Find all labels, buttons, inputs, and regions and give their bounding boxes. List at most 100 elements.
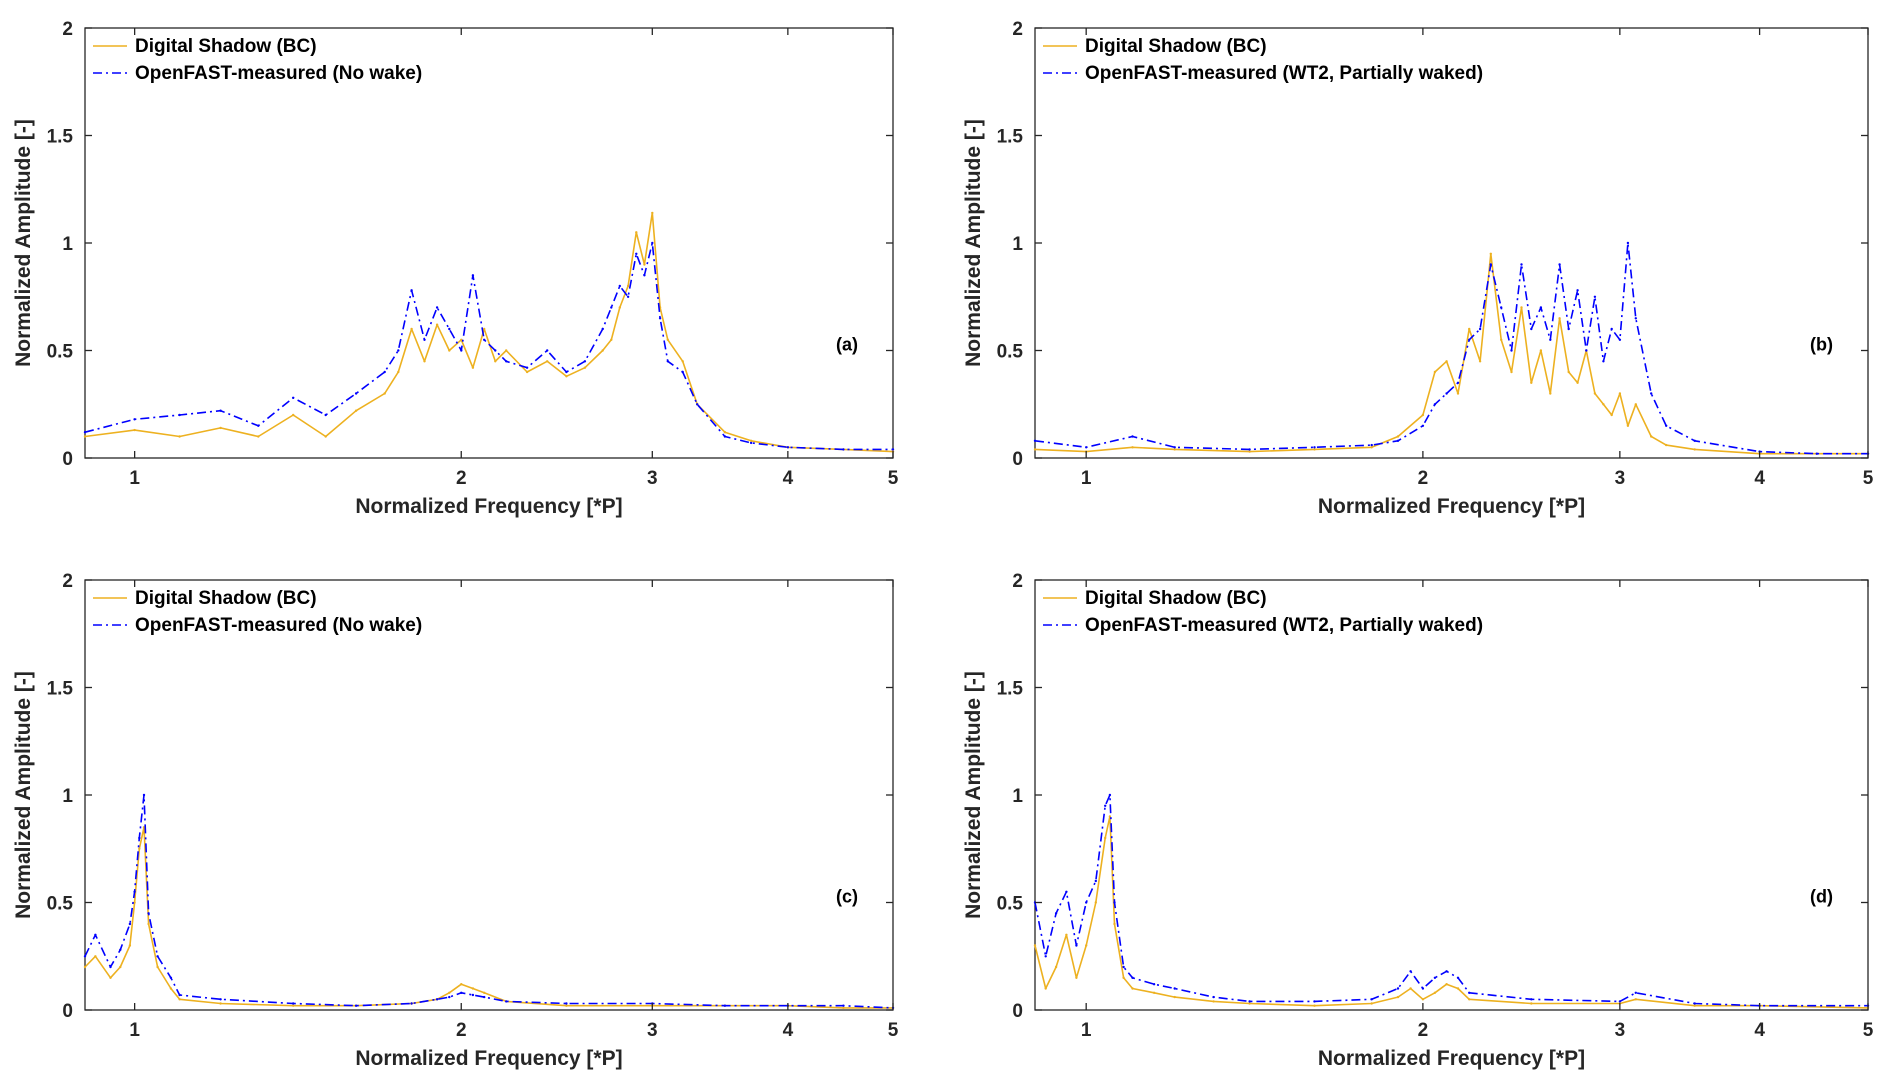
data-point [1104,804,1107,807]
data-point [83,955,87,958]
data-point [651,241,654,245]
data-point [354,392,358,395]
y-tick-label: 0.5 [997,342,1024,363]
data-point [1468,338,1471,341]
series-line-digital-shadow-c [84,826,893,1009]
data-point [324,435,327,438]
legend: Digital Shadow (BC) OpenFAST-measured (No… [93,588,422,636]
data-point [494,360,497,363]
data-point [1421,987,1425,990]
data-point [723,431,727,434]
data-point [666,360,669,363]
data-point [583,360,587,363]
data-point [1396,435,1400,438]
data-point [292,1002,295,1005]
y-tick-label: 0.5 [47,894,74,915]
y-axis-label: Normalized Amplitude [-] [12,119,35,367]
x-tick-label: 4 [783,1020,794,1041]
data-point [1396,995,1400,999]
data-point [1085,944,1088,947]
legend: Digital Shadow (BC) OpenFAST-measured (No… [93,36,422,84]
data-point [601,349,604,352]
data-point [1549,338,1552,341]
data-point [1634,403,1638,406]
data-point [410,1002,413,1005]
x-tick-label: 4 [1754,1020,1765,1041]
data-point [460,983,463,986]
data-point [1445,970,1448,973]
data-point [1370,446,1373,449]
chart-panel-d: 1 2 3 4 5 0 0.5 1 1.5 2 Normalized Frequency [*P] N… [962,571,1874,1070]
data-point [133,418,136,421]
data-point [410,289,413,292]
data-point [471,366,475,369]
x-tick-label: 3 [647,468,658,489]
chart-panel-b: 1 2 3 4 5 0 0.5 1 1.5 2 Normalized Frequency [*P] N… [962,19,1874,518]
data-point [1618,338,1622,341]
data-point [94,933,97,936]
data-point [1468,327,1471,331]
data-point [119,965,122,969]
x-tick-label: 4 [1754,468,1765,489]
data-point [505,1000,508,1003]
x-tick-label: 3 [647,1020,658,1041]
data-point [1618,1000,1622,1003]
data-point [1567,327,1570,331]
data-point [1113,901,1116,904]
data-point [109,965,112,969]
y-tick-label: 1.5 [997,679,1024,700]
data-point [1370,443,1373,447]
data-point [1468,991,1471,994]
data-point [1456,381,1460,384]
data-point [1693,1002,1696,1005]
data-point [1576,381,1579,384]
x-axis-label: Normalized Frequency [*P] [1318,1047,1585,1070]
data-point [483,995,486,999]
y-tick-label: 1.5 [47,127,74,148]
data-point [1421,998,1425,1001]
data-point [1650,435,1653,438]
data-point [1510,349,1513,352]
data-point [842,1006,845,1010]
legend-entry-openfast-measured: OpenFAST-measured (WT2, Partially waked) [1085,615,1483,636]
data-point [505,349,508,352]
x-tick-label: 1 [129,1020,140,1041]
data-point [460,991,463,994]
data-point [1520,263,1523,266]
data-point [471,987,475,990]
data-point [1567,370,1570,374]
data-point [1313,448,1316,451]
legend-entry-digital-shadow: Digital Shadow (BC) [1085,588,1267,609]
data-point [147,912,150,915]
data-point [681,370,684,374]
data-point [626,295,630,298]
data-point [635,252,638,255]
data-point [1113,922,1116,926]
data-point [565,375,568,378]
x-axis-label: Normalized Frequency [*P] [1318,495,1585,518]
data-point [435,306,439,309]
plot-area-a [84,27,894,459]
data-point [219,426,222,430]
data-point [1131,987,1134,990]
legend-entry-openfast-measured: OpenFAST-measured (No wake) [135,615,422,636]
data-point [1634,991,1638,994]
data-point [1131,435,1134,438]
data-point [483,327,486,331]
data-point [749,441,753,445]
data-point [1433,976,1437,979]
data-point [83,435,87,438]
data-point [1558,317,1561,320]
panel-label: (c) [836,887,858,907]
data-point [1445,392,1448,395]
x-tick-label: 3 [1615,468,1626,489]
data-point [681,360,684,363]
data-point [1468,998,1471,1001]
data-point [83,965,87,969]
data-point [666,338,669,341]
data-point [383,392,386,395]
data-point [128,922,132,926]
data-point [119,948,122,951]
data-point [257,435,260,438]
data-point [1693,1004,1696,1007]
